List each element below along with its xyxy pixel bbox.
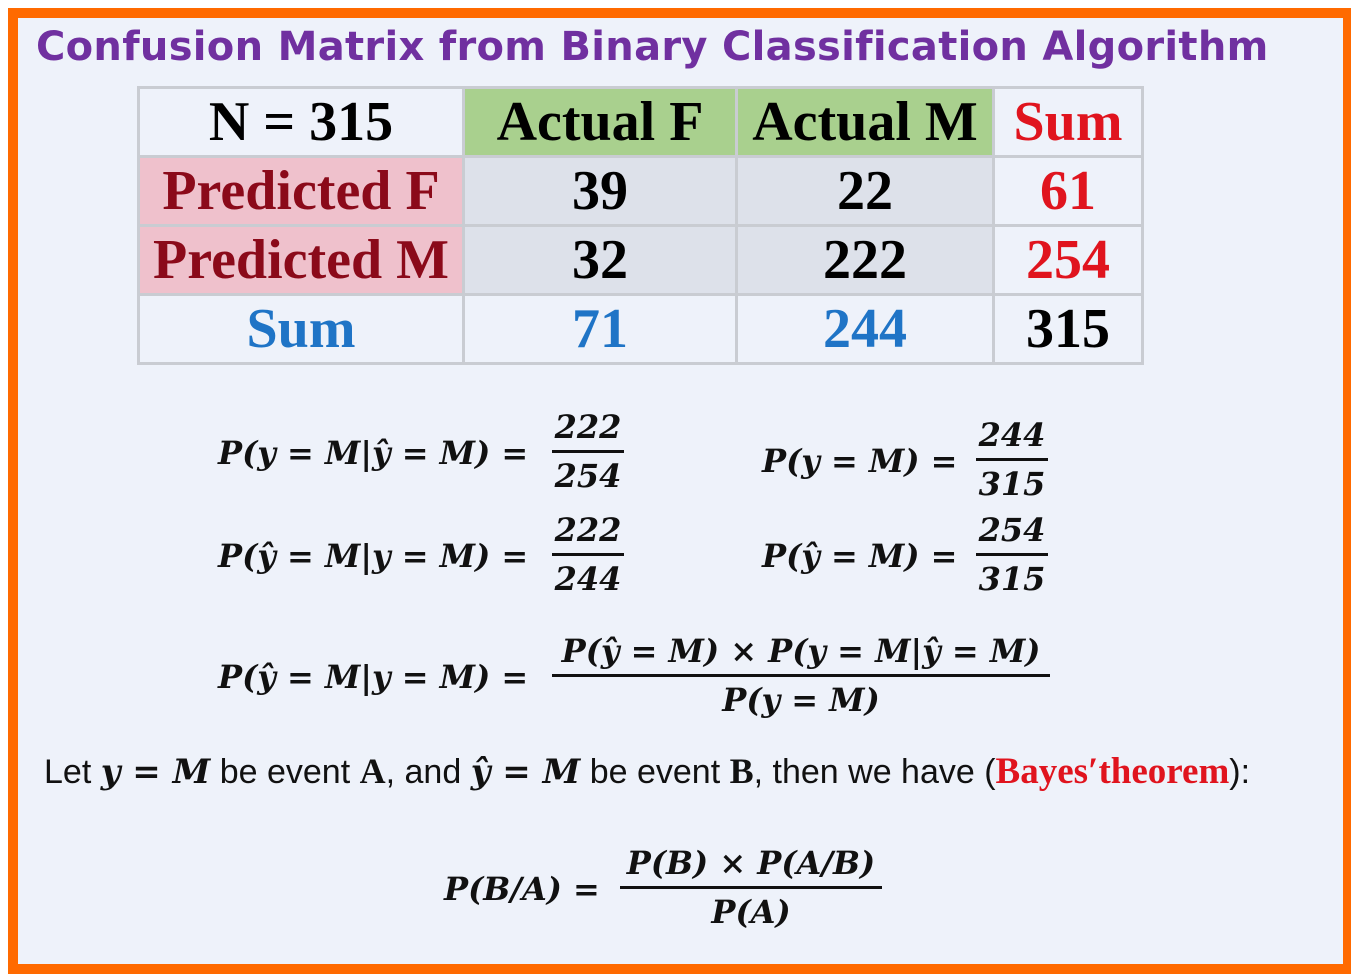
formula-lhs: P(ŷ = M) =	[762, 537, 958, 575]
cell-pf-af: 39	[462, 155, 738, 227]
row-label-predicted-f: Predicted F	[137, 155, 465, 227]
row-label-sum: Sum	[137, 293, 465, 365]
numerator: 222	[554, 511, 622, 549]
table-row: Predicted F 39 22 61	[137, 155, 1144, 227]
fraction-bar	[620, 886, 882, 889]
denominator: 244	[554, 560, 622, 598]
cell-pm-am: 222	[735, 224, 995, 296]
cell-total: 315	[992, 293, 1144, 365]
table-sum-row: Sum 71 244 315	[137, 293, 1144, 365]
table-header-row: N = 315 Actual F Actual M Sum	[137, 86, 1144, 158]
corner-cell: N = 315	[137, 86, 465, 158]
event-a: A	[359, 751, 386, 791]
numerator: P(ŷ = M) × P(y = M|ŷ = M)	[561, 632, 1041, 670]
cell-sum-af: 71	[462, 293, 738, 365]
row-label-predicted-m: Predicted M	[137, 224, 465, 296]
denominator: P(y = M)	[722, 681, 880, 719]
fraction-bar	[976, 458, 1048, 461]
formula-lhs: P(B/A) =	[444, 870, 600, 908]
fraction: 222 254	[552, 404, 624, 499]
event-b: B	[729, 751, 754, 791]
denominator: 315	[978, 560, 1046, 598]
header-sum: Sum	[992, 86, 1144, 158]
fraction-bar	[552, 674, 1050, 677]
math-y-eq-m: y = M	[100, 752, 211, 792]
cell-pf-am: 22	[735, 155, 995, 227]
table-row: Predicted M 32 222 254	[137, 224, 1144, 296]
fraction-bar	[552, 553, 624, 556]
numerator: P(B) × P(A/B)	[626, 844, 876, 882]
fraction: 254 315	[976, 507, 1048, 602]
denominator: P(A)	[711, 893, 791, 931]
numerator: 244	[978, 416, 1046, 454]
math-yhat-eq-m: ŷ = M	[470, 752, 581, 792]
text-segment: be event	[580, 753, 730, 791]
fraction-bar	[976, 553, 1048, 556]
fraction: P(B) × P(A/B) P(A)	[620, 840, 882, 935]
header-actual-f: Actual F	[462, 86, 738, 158]
event-definition-text: Let y = M be event A, and ŷ = M be event…	[44, 750, 1250, 793]
formula-lhs: P(ŷ = M|y = M) =	[218, 658, 529, 696]
fraction: P(ŷ = M) × P(y = M|ŷ = M) P(y = M)	[552, 628, 1050, 723]
text-segment: , then we have (	[753, 753, 996, 791]
formula-lhs: P(y = M|ŷ = M) =	[218, 434, 529, 472]
text-segment: be event	[210, 753, 360, 791]
confusion-matrix-table: N = 315 Actual F Actual M Sum Predicted …	[137, 86, 1144, 365]
numerator: 222	[554, 408, 622, 446]
formula-lhs: P(ŷ = M|y = M) =	[218, 537, 529, 575]
cell-pf-sum: 61	[992, 155, 1144, 227]
page-title: Confusion Matrix from Binary Classificat…	[36, 24, 1269, 70]
bayes-theorem-label: Bayes′theorem	[995, 751, 1230, 792]
denominator: 315	[978, 465, 1046, 503]
fraction: 222 244	[552, 507, 624, 602]
text-segment: Let	[44, 753, 101, 791]
fraction-bar	[552, 450, 624, 453]
formula-lhs: P(y = M) =	[762, 442, 958, 480]
header-actual-m: Actual M	[735, 86, 995, 158]
cell-pm-af: 32	[462, 224, 738, 296]
text-segment: ):	[1229, 753, 1251, 791]
fraction: 244 315	[976, 412, 1048, 507]
numerator: 254	[978, 511, 1046, 549]
denominator: 254	[554, 457, 622, 495]
text-segment: , and	[385, 753, 471, 791]
cell-sum-am: 244	[735, 293, 995, 365]
cell-pm-sum: 254	[992, 224, 1144, 296]
